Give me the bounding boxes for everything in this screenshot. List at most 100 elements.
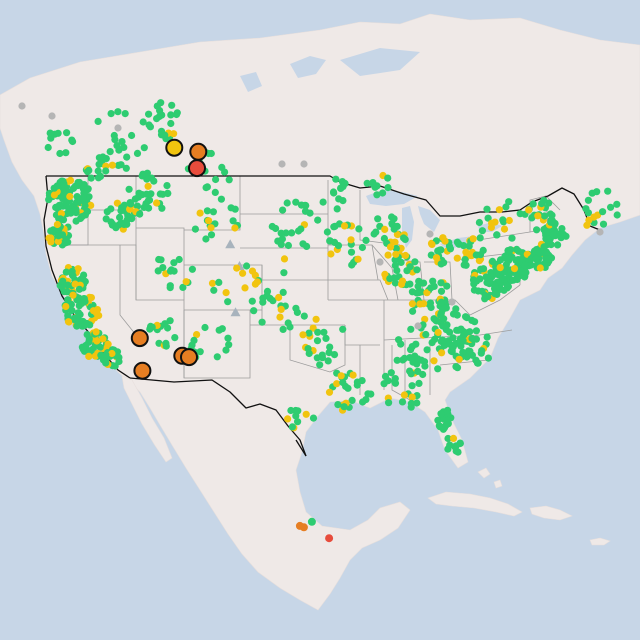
station-marker-good[interactable] <box>111 362 119 370</box>
station-marker-good[interactable] <box>607 203 615 211</box>
station-marker-moderate[interactable] <box>103 343 111 351</box>
station-marker-good[interactable] <box>259 294 267 302</box>
station-marker-good[interactable] <box>213 353 221 361</box>
station-marker-good[interactable] <box>54 129 62 137</box>
station-marker-good[interactable] <box>211 188 219 196</box>
station-marker-good[interactable] <box>283 199 291 207</box>
station-marker-good[interactable] <box>288 423 296 431</box>
station-marker-good[interactable] <box>159 190 167 198</box>
station-marker-moderate[interactable] <box>434 328 442 337</box>
station-marker-no_data[interactable] <box>18 102 26 110</box>
station-marker-good[interactable] <box>203 207 211 215</box>
station-marker-moderate[interactable] <box>92 328 100 336</box>
station-marker-moderate[interactable] <box>325 388 334 396</box>
station-marker-good[interactable] <box>425 300 433 308</box>
station-marker-moderate[interactable] <box>423 289 431 297</box>
station-marker-good[interactable] <box>463 314 471 322</box>
station-marker-good[interactable] <box>225 176 233 184</box>
station-marker-good[interactable] <box>488 257 497 265</box>
station-marker-moderate[interactable] <box>421 315 429 323</box>
station-marker-good[interactable] <box>111 136 119 144</box>
station-marker-good[interactable] <box>333 205 341 213</box>
station-marker-good[interactable] <box>414 355 422 363</box>
station-marker-good[interactable] <box>322 334 330 342</box>
station-marker-good[interactable] <box>529 200 537 208</box>
station-marker-good[interactable] <box>407 399 415 407</box>
station-marker-good[interactable] <box>459 348 467 356</box>
station-marker-good[interactable] <box>196 348 204 356</box>
station-marker-good[interactable] <box>475 218 483 227</box>
station-marker-moderate[interactable] <box>54 237 62 245</box>
station-marker-good[interactable] <box>407 370 415 378</box>
station-marker-good[interactable] <box>140 203 148 211</box>
station-marker-good[interactable] <box>80 321 89 330</box>
station-marker-good[interactable] <box>437 287 446 295</box>
station-marker-good[interactable] <box>369 181 378 189</box>
station-marker-moderate[interactable] <box>241 284 249 292</box>
station-marker-good[interactable] <box>324 357 332 365</box>
station-marker-moderate[interactable] <box>354 255 362 263</box>
station-marker-moderate[interactable] <box>428 240 436 248</box>
station-marker-good[interactable] <box>162 339 170 347</box>
station-marker-good[interactable] <box>393 356 401 364</box>
station-marker-no_data[interactable] <box>596 228 604 236</box>
station-marker-moderate[interactable] <box>495 206 503 214</box>
station-marker-good[interactable] <box>167 119 175 128</box>
station-marker-moderate[interactable] <box>108 161 116 169</box>
highlighted-station-usg[interactable] <box>133 361 152 380</box>
station-marker-good[interactable] <box>543 236 552 244</box>
station-marker-good[interactable] <box>277 240 285 248</box>
station-marker-moderate[interactable] <box>384 251 392 259</box>
station-marker-good[interactable] <box>407 346 415 354</box>
station-marker-good[interactable] <box>542 248 550 256</box>
station-marker-moderate[interactable] <box>108 349 116 358</box>
station-marker-good[interactable] <box>313 354 321 362</box>
station-marker-good[interactable] <box>75 317 83 325</box>
station-marker-good[interactable] <box>122 164 130 172</box>
station-marker-good[interactable] <box>379 189 387 197</box>
station-marker-good[interactable] <box>461 256 469 264</box>
station-marker-good[interactable] <box>516 210 524 218</box>
station-marker-moderate[interactable] <box>453 254 461 262</box>
station-marker-moderate[interactable] <box>590 213 598 221</box>
station-marker-good[interactable] <box>388 213 396 221</box>
station-marker-good[interactable] <box>167 111 175 119</box>
station-marker-good[interactable] <box>339 325 347 333</box>
station-marker-good[interactable] <box>329 188 338 196</box>
station-marker-good[interactable] <box>83 331 91 339</box>
station-marker-good[interactable] <box>367 390 375 398</box>
station-marker-good[interactable] <box>499 216 507 224</box>
station-marker-good[interactable] <box>557 234 565 242</box>
station-marker-good[interactable] <box>582 205 590 213</box>
station-marker-good[interactable] <box>117 161 125 169</box>
station-marker-moderate[interactable] <box>99 335 107 343</box>
highlighted-station-moderate[interactable] <box>165 138 184 157</box>
station-marker-good[interactable] <box>393 266 401 274</box>
station-marker-good[interactable] <box>478 347 486 355</box>
station-marker-good[interactable] <box>221 168 229 176</box>
station-marker-moderate[interactable] <box>74 265 82 273</box>
station-marker-good[interactable] <box>541 212 549 220</box>
station-marker-good[interactable] <box>87 174 95 182</box>
station-marker-good[interactable] <box>215 278 223 286</box>
station-marker-good[interactable] <box>158 111 166 119</box>
station-marker-good[interactable] <box>64 281 72 289</box>
station-marker-good[interactable] <box>468 334 476 343</box>
station-marker-good[interactable] <box>472 327 480 335</box>
station-marker-good[interactable] <box>478 227 486 235</box>
station-marker-good[interactable] <box>508 253 516 261</box>
station-marker-good[interactable] <box>59 277 67 285</box>
station-marker-good[interactable] <box>483 333 491 341</box>
station-marker-good[interactable] <box>64 296 72 304</box>
station-marker-good[interactable] <box>157 256 165 264</box>
station-marker-no_data[interactable] <box>114 124 122 132</box>
station-marker-good[interactable] <box>114 108 122 116</box>
station-marker-good[interactable] <box>75 285 83 293</box>
station-marker-moderate[interactable] <box>222 289 230 297</box>
station-marker-good[interactable] <box>319 198 327 206</box>
station-marker-good[interactable] <box>341 179 349 188</box>
station-marker-good[interactable] <box>532 255 540 263</box>
station-marker-good[interactable] <box>171 334 179 342</box>
station-marker-moderate[interactable] <box>64 318 73 326</box>
station-marker-usg[interactable] <box>299 523 308 532</box>
